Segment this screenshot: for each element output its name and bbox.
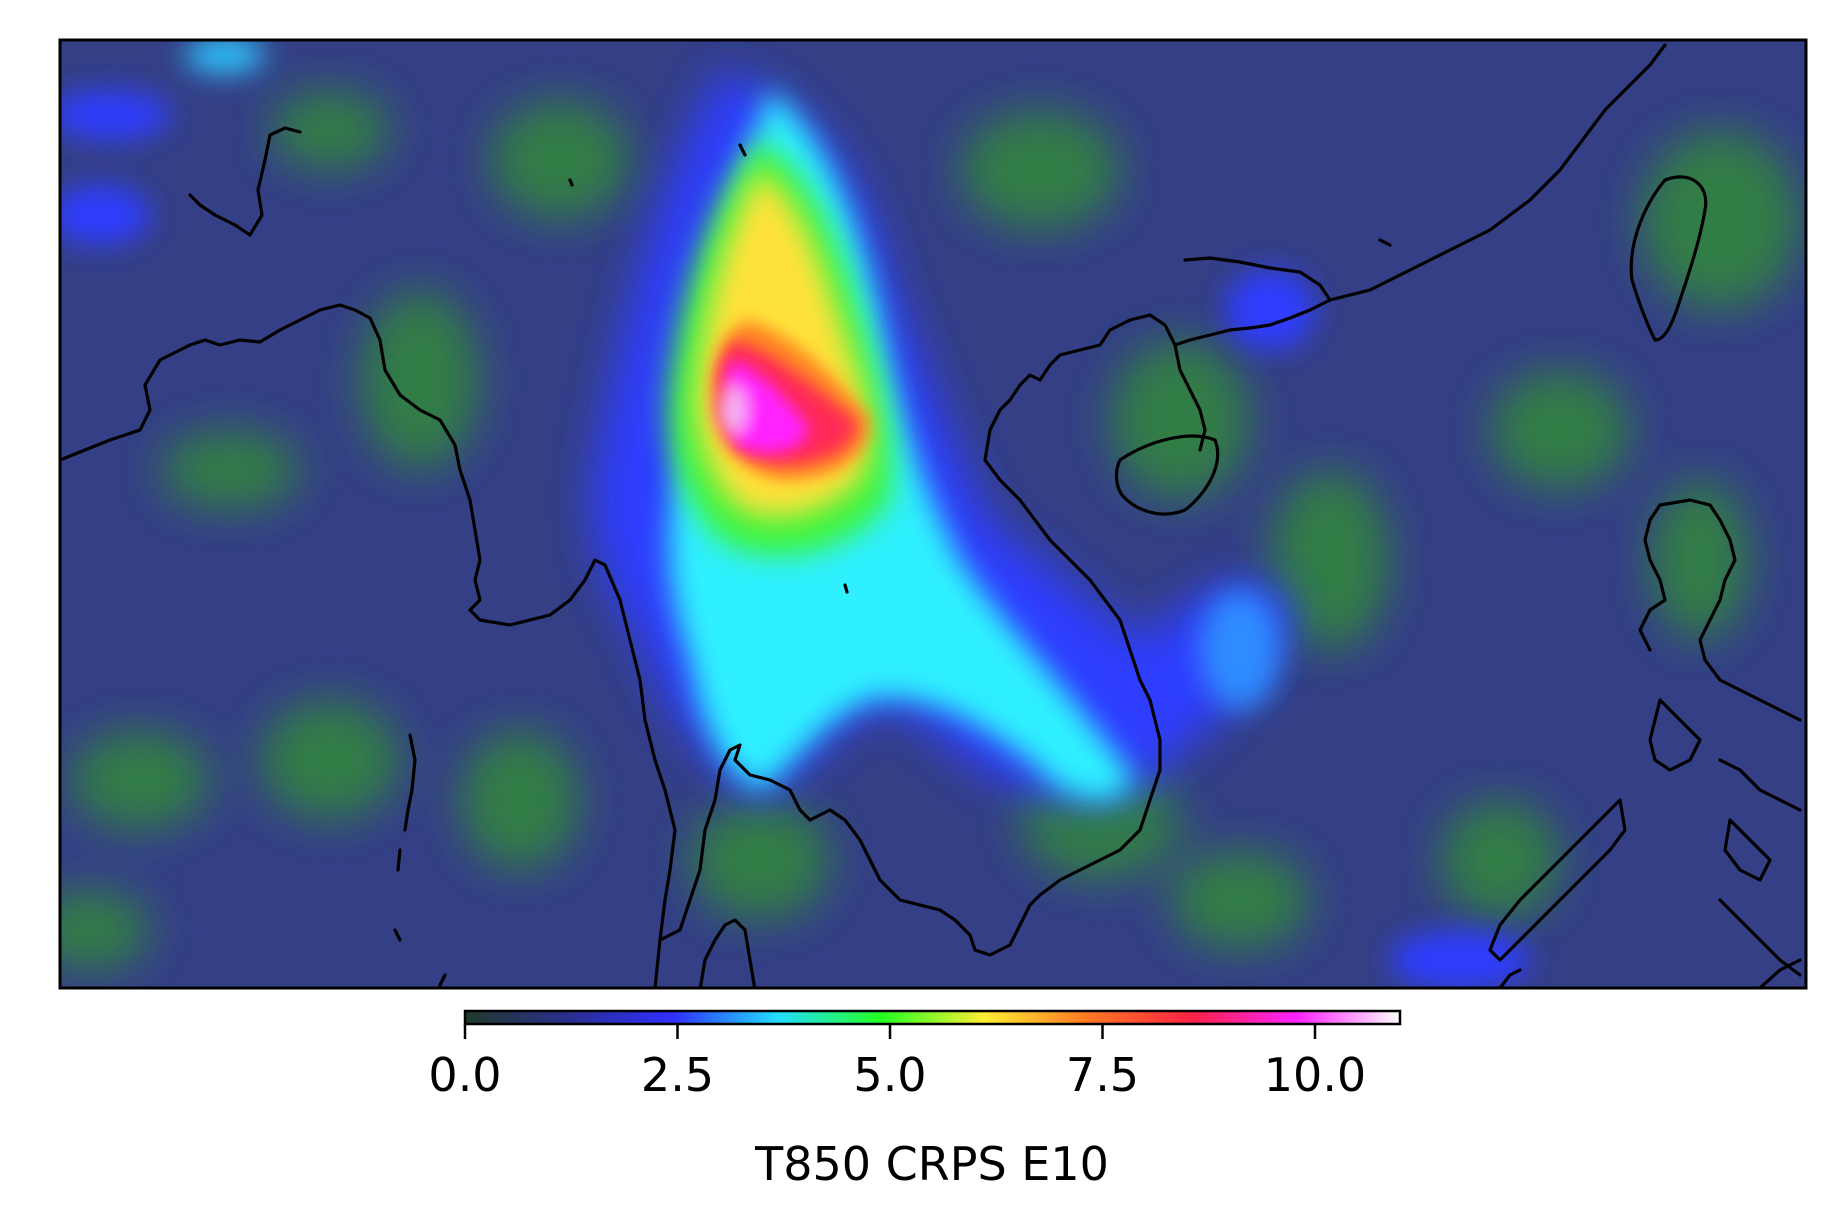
moderate-patch (70, 730, 210, 830)
colorbar-label: T850 CRPS E10 (754, 1137, 1109, 1191)
coastline-tonkin (1038, 313, 1207, 452)
plume-magenta (722, 360, 810, 454)
plume-peak (719, 386, 747, 434)
cold-patch (60, 185, 150, 245)
colorbar-tick-label: 5.0 (853, 1048, 926, 1102)
coastline-india-north (188, 126, 302, 237)
coastline-palawan (1488, 798, 1627, 962)
coastline-luzon (1638, 498, 1802, 722)
coastline-vietnam-south (983, 373, 1162, 897)
cold-patch (1390, 930, 1530, 988)
moderate-patch (270, 90, 390, 170)
coastline-visayas (1648, 698, 1802, 882)
colorbar-tick-label: 2.5 (641, 1048, 714, 1102)
coastline-mindanao (1718, 898, 1802, 988)
coastline-malay (658, 743, 1042, 957)
moderate-patch (60, 890, 150, 970)
coastline-andaman (393, 733, 417, 942)
moderate-patch (1650, 480, 1750, 640)
plume-peak-layer (719, 360, 810, 454)
moderate-patch (260, 700, 400, 820)
cold-patches (60, 40, 1530, 988)
moderate-patch (160, 430, 300, 510)
moderate-patch (1110, 340, 1250, 500)
coastline-islet (438, 143, 1392, 987)
crps-field (60, 40, 1806, 988)
moderate-patches (60, 90, 1800, 970)
colorbar-tick-label: 0.0 (428, 1048, 501, 1102)
colorbar-tick-label: 7.5 (1066, 1048, 1139, 1102)
coastline-taiwan (1629, 175, 1708, 342)
moderate-patch (1270, 470, 1390, 650)
coastline-myanmar (60, 303, 677, 988)
colorbar-ticks: 0.0 2.5 5.0 7.5 10.0 (428, 1024, 1366, 1102)
coastline-pearl-bay (1183, 256, 1332, 302)
coastline-hainan (1114, 434, 1220, 516)
coastlines (60, 43, 1802, 988)
colorbar-gradient (465, 1011, 1400, 1024)
moderate-patch (490, 100, 630, 220)
cold-patch (1225, 270, 1315, 350)
colorbar-frame (463, 1009, 1402, 1026)
coastline-gulf-thailand (698, 918, 757, 988)
moderate-patch (460, 730, 580, 870)
plume-cool-ext (1200, 590, 1280, 710)
coastline-south-china (1173, 43, 1667, 347)
moderate-patch (1440, 800, 1560, 920)
colorbar: 0.0 2.5 5.0 7.5 10.0 T850 CRPS E10 (428, 1009, 1402, 1191)
moderate-patch (1640, 130, 1800, 310)
moderate-patch (690, 800, 830, 920)
moderate-patch (1490, 370, 1630, 490)
map-frame (58, 38, 1808, 990)
moderate-patch (1170, 850, 1310, 950)
colorbar-tick-label: 10.0 (1264, 1048, 1366, 1102)
cold-patch (185, 40, 265, 73)
moderate-patch (960, 110, 1120, 230)
cold-patch (60, 90, 170, 140)
moderate-patch (360, 290, 480, 470)
coastline-borneo-tip (1498, 968, 1522, 988)
